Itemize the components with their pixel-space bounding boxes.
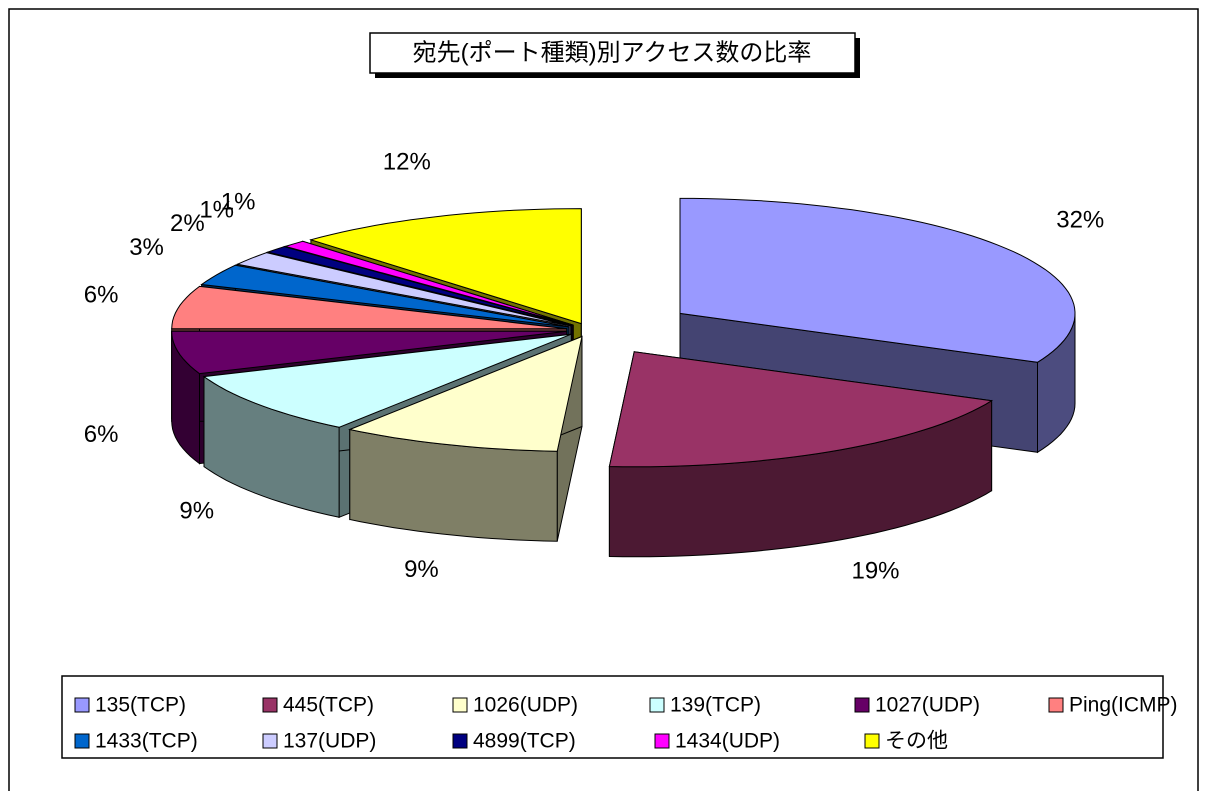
data-label: 12%	[383, 149, 431, 176]
legend-label: 4899(TCP)	[473, 730, 576, 753]
slice-top	[679, 197, 1076, 363]
slice-top	[235, 252, 571, 327]
data-label: 9%	[404, 556, 439, 583]
slice-top	[266, 246, 573, 326]
data-label: 6%	[84, 421, 119, 448]
legend-label: 139(TCP)	[670, 694, 761, 717]
data-label: 1%	[221, 188, 256, 215]
legend-swatch	[1048, 697, 1064, 713]
legend-swatch	[854, 697, 870, 713]
title-box	[369, 32, 856, 74]
legend-swatch	[262, 697, 278, 713]
legend-label: 1433(TCP)	[95, 730, 198, 753]
data-label: 2%	[170, 210, 205, 237]
legend-swatch	[452, 733, 468, 749]
data-label: 1%	[199, 197, 234, 224]
data-label: 19%	[851, 558, 899, 585]
data-label: 9%	[179, 497, 214, 524]
slice-top	[171, 330, 567, 375]
data-label: 6%	[84, 282, 119, 309]
legend-box	[61, 675, 1164, 759]
slice-top	[348, 335, 583, 452]
data-label: 3%	[129, 234, 164, 261]
slice	[608, 351, 994, 558]
legend-swatch	[452, 697, 468, 713]
slice-top	[309, 208, 582, 325]
legend-label: Ping(ICMP)	[1069, 694, 1178, 717]
slice-top	[202, 333, 572, 428]
legend-label: 137(UDP)	[283, 730, 376, 753]
slice-top	[171, 285, 567, 330]
legend-swatch	[649, 697, 665, 713]
data-label: 32%	[1056, 206, 1104, 233]
legend-label: 445(TCP)	[283, 694, 374, 717]
slice	[202, 333, 572, 519]
legend-label: その他	[885, 730, 948, 753]
slice-top	[608, 351, 994, 468]
slice-top	[283, 240, 574, 326]
legend-label: 135(TCP)	[95, 694, 186, 717]
legend-label: 1027(UDP)	[875, 694, 980, 717]
legend-swatch	[74, 733, 90, 749]
legend-swatch	[654, 733, 670, 749]
legend-label: 1434(UDP)	[675, 730, 780, 753]
slice	[348, 335, 583, 542]
chart-title: 宛先(ポート種類)別アクセス数の比率	[413, 39, 812, 66]
legend-label: 1026(UDP)	[473, 694, 578, 717]
legend-swatch	[74, 697, 90, 713]
slice-top	[200, 264, 569, 328]
pie	[171, 197, 1076, 558]
legend-swatch	[864, 733, 880, 749]
legend-swatch	[262, 733, 278, 749]
